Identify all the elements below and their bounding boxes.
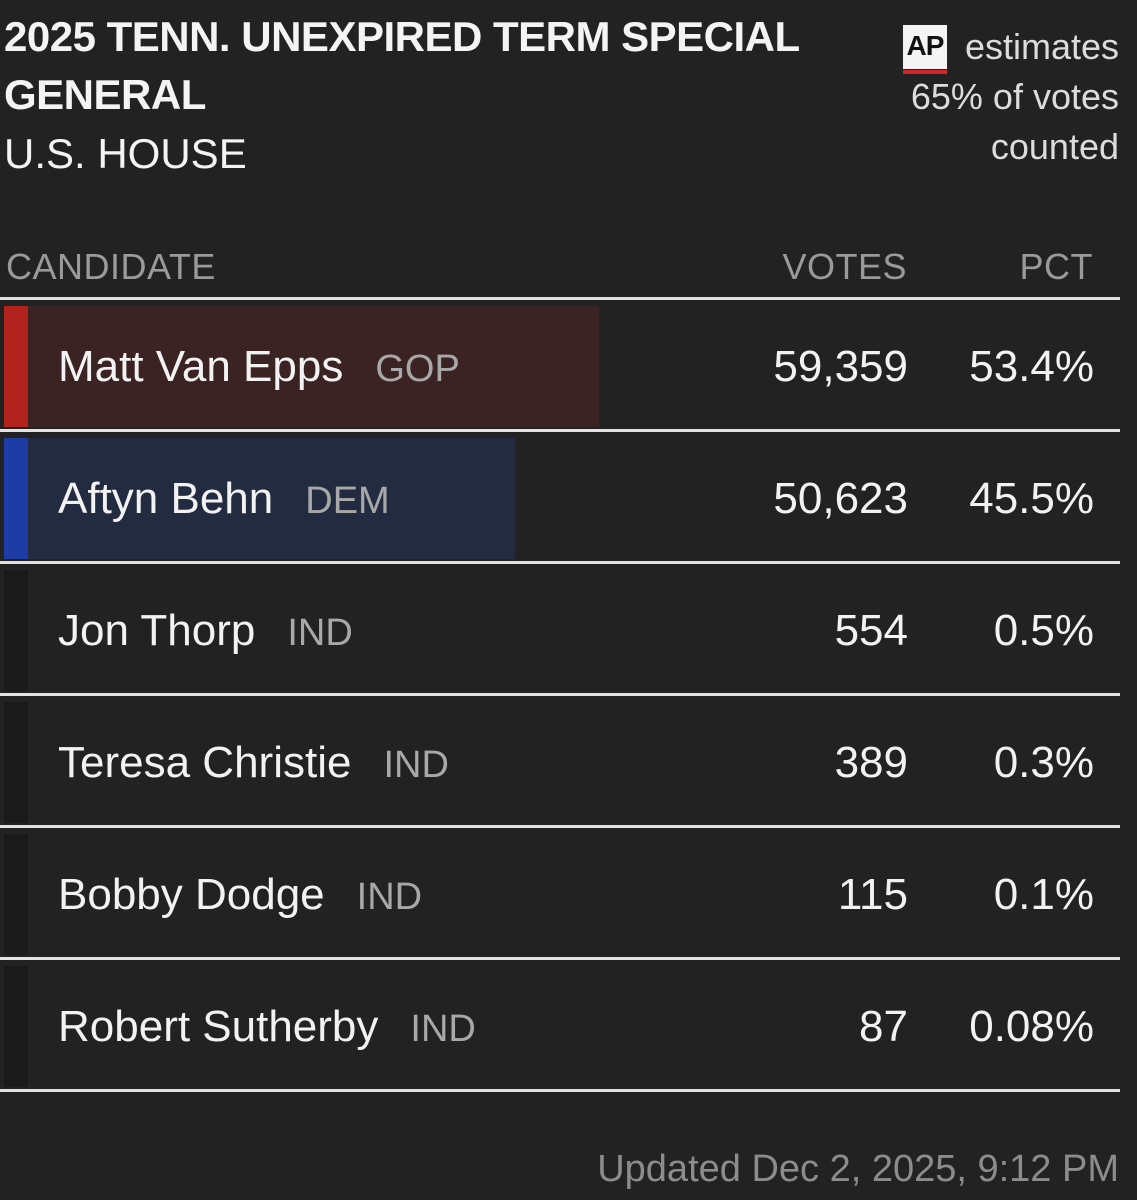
party-color-bar: [4, 306, 28, 427]
column-header-pct: PCT: [1019, 246, 1093, 287]
results-header: 2025 TENN. UNEXPIRED TERM SPECIAL GENERA…: [0, 0, 1137, 200]
candidate-party: IND: [383, 744, 449, 786]
candidate-pct: 0.1%: [993, 870, 1094, 919]
candidate-row: Aftyn Behn DEM 50,623 45.5%: [0, 432, 1120, 561]
candidate-row: Matt Van Epps GOP 59,359 53.4%: [0, 300, 1120, 429]
results-table: Matt Van Epps GOP 59,359 53.4% Aftyn Behn…: [0, 297, 1120, 1092]
candidate-name: Matt Van Epps: [58, 342, 344, 391]
candidate-row: Jon Thorp IND 554 0.5%: [0, 564, 1120, 693]
updated-timestamp: Updated Dec 2, 2025, 9:12 PM: [597, 1148, 1119, 1190]
party-color-bar: [4, 570, 28, 691]
column-header-votes: VOTES: [782, 246, 907, 287]
vote-share-bar: [28, 438, 515, 559]
divider: [0, 825, 1120, 828]
candidate-name: Teresa Christie: [58, 738, 352, 787]
candidate-votes: 554: [834, 606, 908, 655]
candidate-party: IND: [410, 1008, 476, 1050]
votes-counted-text-2: counted: [990, 126, 1119, 167]
candidate-party: DEM: [305, 480, 390, 522]
divider: [0, 1089, 1120, 1092]
candidate-name: Aftyn Behn: [58, 474, 274, 523]
race-office: U.S. HOUSE: [4, 130, 247, 177]
divider: [0, 693, 1120, 696]
candidate-pct: 0.08%: [969, 1002, 1094, 1051]
candidate-name: Robert Sutherby: [58, 1002, 379, 1051]
candidate-party: IND: [287, 612, 353, 654]
candidate-row: Bobby Dodge IND 115 0.1%: [0, 828, 1120, 957]
divider: [0, 957, 1120, 960]
party-color-bar: [4, 834, 28, 955]
race-title: 2025 TENN. UNEXPIRED TERM SPECIAL GENERA…: [4, 13, 799, 118]
candidate-row: Teresa Christie IND 389 0.3%: [0, 696, 1120, 825]
candidate-pct: 45.5%: [969, 474, 1094, 523]
candidate-votes: 59,359: [773, 342, 908, 391]
candidate-pct: 53.4%: [969, 342, 1094, 391]
party-color-bar: [4, 438, 28, 559]
candidate-pct: 0.5%: [993, 606, 1094, 655]
candidate-party: GOP: [375, 348, 460, 390]
party-color-bar: [4, 966, 28, 1087]
candidate-name: Bobby Dodge: [58, 870, 325, 919]
candidate-name: Jon Thorp: [58, 606, 256, 655]
divider: [0, 297, 1120, 300]
vote-share-bar: [28, 306, 599, 427]
ap-logo-icon: AP: [902, 25, 947, 74]
candidate-votes: 87: [859, 1002, 908, 1051]
candidate-votes: 50,623: [773, 474, 908, 523]
ap-estimate: AP estimates 65% of votes counted: [859, 22, 1119, 172]
estimates-label: estimates: [964, 26, 1119, 67]
divider: [0, 561, 1120, 564]
candidate-party: IND: [356, 876, 423, 918]
divider: [0, 429, 1120, 432]
candidate-pct: 0.3%: [993, 738, 1094, 787]
candidate-votes: 115: [837, 870, 908, 919]
candidate-row: Robert Sutherby IND 87 0.08%: [0, 960, 1120, 1089]
column-header-candidate: CANDIDATE: [6, 246, 216, 287]
votes-counted-text: 65% of votes: [910, 76, 1119, 117]
party-color-bar: [4, 702, 28, 823]
candidate-votes: 389: [834, 738, 908, 787]
